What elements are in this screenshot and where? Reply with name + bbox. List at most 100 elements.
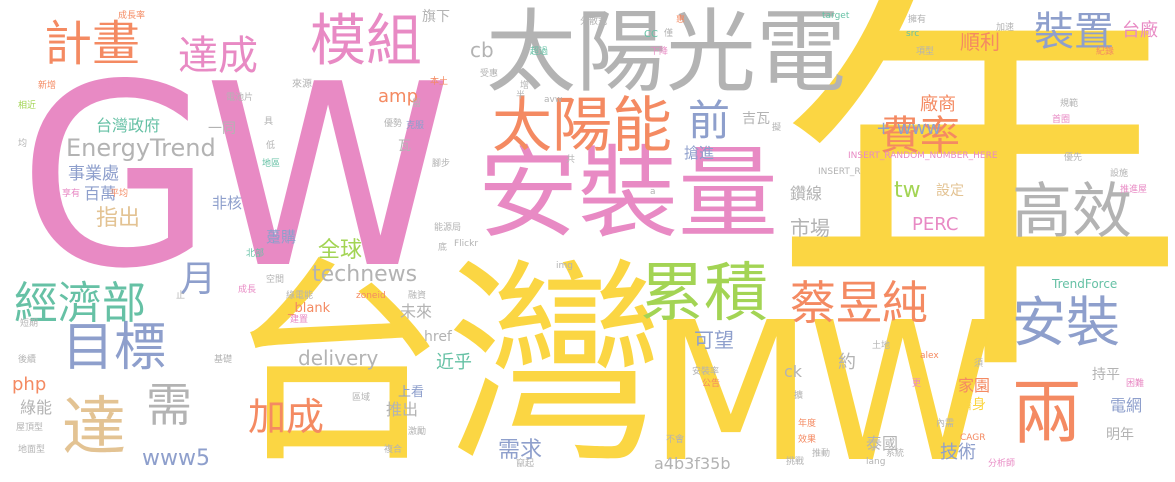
word-benefit: 受惠 [480,69,499,79]
word-drive: 推動 [812,449,831,459]
word-watt: 瓦 [398,139,412,154]
word-a: _blank [288,301,331,316]
word-build: 建置 [290,315,309,325]
word-rank-among: 躋身 [958,397,986,413]
word-record: 紀錄 [1096,47,1115,57]
word-nearly: 近乎 [436,352,472,373]
word-diamond-wire: 鑽線 [790,184,823,203]
word-demand: 需求 [498,438,543,463]
word-mw: MW [648,282,997,482]
word-target: 目標 [62,318,167,378]
char-only: 僅 [664,29,674,39]
word-cc: CC [644,29,658,40]
word-domestic: 內需 [936,419,955,429]
word-fit: 躉購 [266,228,297,246]
word-technews: technews [312,262,418,287]
word-green-power: 綠電能 [286,291,314,301]
word-moea: 經濟部 [14,278,146,329]
word-source: 來源 [292,79,312,90]
word-blank: INSERT_R [818,167,861,177]
char-expand: 擴 [794,391,804,401]
word-plan: 計畫 [44,16,141,72]
word-month: 月 [180,259,217,300]
word-subsidiary: 旗下 [422,9,450,25]
word-area: 區域 [352,393,371,403]
char-low: 低 [266,141,276,151]
word-average: 平均 [110,189,129,199]
word-overcome: 克服 [406,121,425,131]
word-before: 前 [688,96,731,145]
word-manufacturers: 廠商 [920,94,956,115]
word-facility: 設施 [1110,169,1129,179]
word-thailand: 泰國 [866,434,899,453]
char-benefit: 惠 [676,15,686,25]
word-together: 一同 [208,121,236,137]
word-launch: 推出 [386,400,419,419]
word-type: 項型 [916,47,935,57]
char-stay: 留 [412,99,422,109]
word-alex: alex [920,351,939,361]
word-delivery: delivery [298,346,379,370]
word-flickr: Flickr [454,239,479,249]
word-composite: 複合 [384,445,403,455]
word-img: img [556,261,573,271]
word-global: 全球 [318,238,363,263]
word-announce: 公告 [702,379,721,389]
char-total: 共 [566,155,576,165]
word-challenge: 挑戰 [786,457,805,467]
word-install: 安裝 [1012,291,1120,354]
word-href: href [424,329,452,345]
word-perc: PERC [912,214,959,235]
word-pace: 腳步 [432,159,451,169]
word-space: 空間 [266,275,285,285]
word-motivate: 激勵 [408,427,427,437]
word-advantage: 優勢 [384,119,403,129]
word-taiwan: 台灣 [228,240,664,482]
word-promote: 推展 [102,81,121,91]
word-about: 約 [838,352,856,373]
word-solar-pv: 太陽光電 [486,0,846,105]
word-avw: avw [544,95,563,105]
word-insert-r: INSERT_RANDOM_NUMBER_HERE [848,151,998,161]
word-technology: 技術 [940,442,976,463]
word-enjoy: 享有 [62,189,81,199]
word-cb: cb [470,38,494,62]
char-draft: 擬 [772,123,782,133]
word-install-rate: 安裝率 [692,367,720,377]
word-up-to: 上看 [398,385,425,400]
word-setting: 設定 [936,183,964,199]
char-increase: 增 [520,81,530,91]
word-accelerate: 加速 [996,23,1015,33]
word-non-nuclear: 非核 [212,194,243,212]
word-bonus: 加成 [248,395,325,439]
word-install-volume: 安裝量 [478,135,778,252]
word-market: 市場 [790,216,830,240]
word-system: 系統 [886,449,905,459]
word-exceed: 超過 [530,47,549,57]
word-will-not: 不會 [666,435,685,445]
word-cell: 電池片 [226,93,254,103]
word-gigawatt: 吉瓦 [742,111,770,127]
word-next-year: 明年 [1106,427,1134,443]
word-follow-up: 後續 [18,355,37,365]
word-region: 地區 [262,159,281,169]
word-distributed: 分散式 [580,17,608,27]
word-src: src [906,29,920,39]
word-lang: lang [866,457,886,467]
word-cagr: CAGR [960,433,986,443]
word-high-efficiency: 高效 [1012,177,1132,247]
word-ck: ck [784,362,803,381]
word-a4b3f35b: a4b3f35b [654,454,731,473]
char-stop: 止 [176,291,186,301]
word-annual: 年度 [798,419,817,429]
word-www5: www5 [142,446,210,471]
char-bottom: 底 [438,243,448,253]
word-possess: 擁有 [908,15,927,25]
word-first-round: 首圈 [1052,115,1071,125]
word-tw: tw [894,178,921,203]
word-growth: 成長 [238,285,257,295]
word-expected: 可望 [694,328,734,352]
word-gw: GW [18,31,452,324]
word-nian: 年 [772,0,1175,427]
